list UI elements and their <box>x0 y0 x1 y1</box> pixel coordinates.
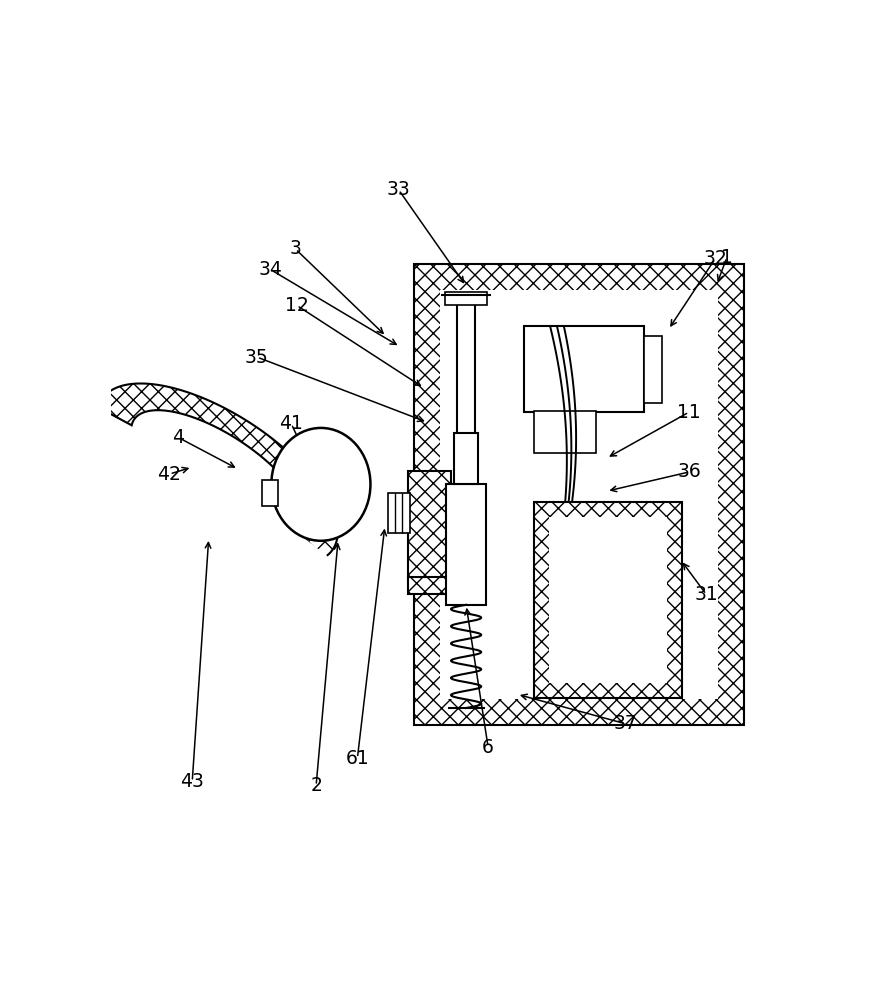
Bar <box>457 299 475 495</box>
Bar <box>550 517 667 683</box>
Text: 31: 31 <box>694 585 718 604</box>
Bar <box>455 433 478 484</box>
Text: 43: 43 <box>180 772 204 791</box>
Text: 36: 36 <box>678 462 701 481</box>
Text: 34: 34 <box>258 260 282 279</box>
Text: 12: 12 <box>285 296 309 315</box>
Bar <box>524 326 645 412</box>
Text: 35: 35 <box>245 348 269 367</box>
Text: 2: 2 <box>310 776 322 795</box>
Bar <box>408 471 451 581</box>
Bar <box>535 502 682 698</box>
Bar <box>440 290 718 699</box>
Bar <box>445 292 488 305</box>
Bar <box>645 336 662 403</box>
Text: 3: 3 <box>289 239 301 258</box>
Bar <box>388 493 409 533</box>
Text: 37: 37 <box>614 714 638 733</box>
Text: 4: 4 <box>172 428 185 447</box>
PathPatch shape <box>99 383 337 556</box>
Ellipse shape <box>272 428 370 541</box>
Text: 33: 33 <box>387 180 410 199</box>
Text: 61: 61 <box>345 749 369 768</box>
Text: 1: 1 <box>721 248 733 267</box>
Bar <box>446 484 486 605</box>
Text: 41: 41 <box>280 414 303 433</box>
Text: 6: 6 <box>482 738 494 757</box>
Text: 32: 32 <box>703 249 727 268</box>
Bar <box>414 264 744 725</box>
Bar <box>263 480 278 506</box>
Bar <box>535 411 596 453</box>
Text: 11: 11 <box>678 403 701 422</box>
Text: 42: 42 <box>157 465 181 484</box>
Bar <box>408 577 451 594</box>
